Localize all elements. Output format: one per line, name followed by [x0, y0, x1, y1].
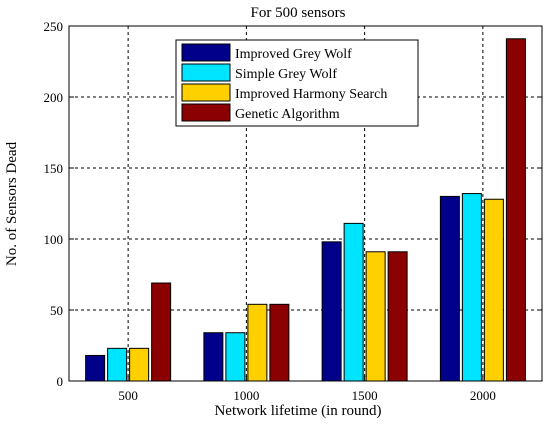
chart-title: For 500 sensors	[250, 5, 345, 21]
bar-2-0	[129, 347, 150, 382]
bar-0-0	[85, 354, 106, 382]
x-tick-label: 2000	[470, 388, 496, 403]
legend-swatch	[181, 63, 231, 82]
y-tick-label: 100	[44, 232, 64, 247]
bar-3-0	[151, 282, 172, 382]
bars	[85, 38, 526, 382]
bar-1-2	[343, 222, 364, 382]
legend-swatch	[181, 103, 231, 122]
bar-3-2	[387, 251, 408, 382]
legend: Improved Grey Wolf Simple Grey Wolf Improv…	[175, 39, 419, 127]
bar-1-0	[107, 347, 128, 382]
legend-items: Improved Grey Wolf Simple Grey Wolf Improv…	[181, 43, 387, 122]
bar-3-3	[505, 38, 526, 382]
y-tick-label: 250	[44, 19, 64, 34]
plot-border	[68, 25, 543, 382]
bar-0-2	[321, 241, 342, 382]
legend-label: Improved Grey Wolf	[235, 47, 352, 62]
bar-2-3	[483, 198, 504, 382]
bar-2-2	[365, 251, 386, 382]
legend-swatch	[181, 43, 231, 62]
bar-1-1	[225, 332, 246, 382]
y-axis-label: No. of Sensors Dead	[4, 141, 20, 266]
legend-label: Genetic Algorithm	[235, 107, 340, 122]
y-tick-label: 200	[44, 90, 64, 105]
bar-3-1	[269, 303, 290, 382]
x-axis-ticks: 500 1000 1500 2000	[118, 376, 496, 403]
x-axis-label: Network lifetime (in round)	[214, 403, 381, 419]
bar-1-3	[461, 193, 482, 382]
legend-label: Simple Grey Wolf	[235, 67, 337, 82]
x-tick-label: 1500	[352, 388, 378, 403]
bar-0-3	[439, 195, 460, 382]
y-axis-ticks: 0 50 100 150 200 250	[44, 19, 542, 389]
legend-label: Improved Harmony Search	[235, 87, 387, 102]
bar-2-1	[247, 303, 268, 382]
x-tick-label: 1000	[233, 388, 259, 403]
bar-0-1	[203, 332, 224, 382]
legend-swatch	[181, 83, 231, 102]
y-tick-label: 0	[57, 374, 64, 389]
y-tick-label: 150	[44, 161, 64, 176]
y-tick-label: 50	[50, 303, 63, 318]
x-tick-label: 500	[118, 388, 138, 403]
